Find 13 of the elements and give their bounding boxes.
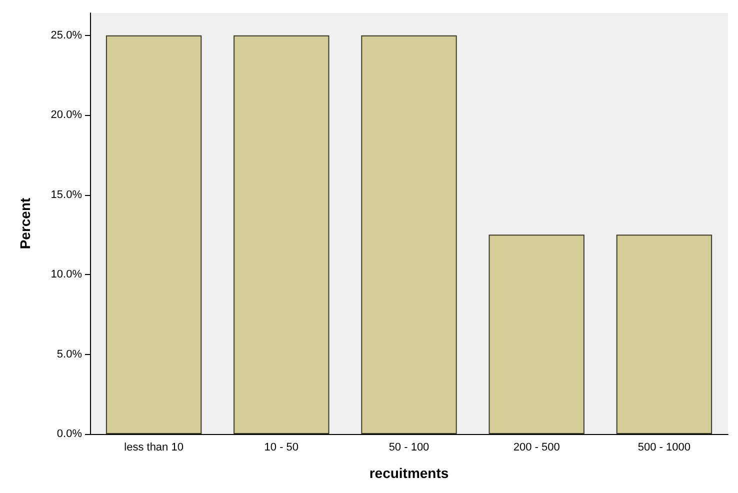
x-tick-label: 200 - 500 [513,442,560,454]
y-axis-title: Percent [17,197,33,250]
y-tick-label: 5.0% [56,348,82,360]
x-tick-label: 10 - 50 [264,442,299,454]
y-tick-label: 25.0% [50,29,82,42]
x-tick-label: 500 - 1000 [638,442,691,454]
x-tick-label: 50 - 100 [388,442,430,454]
x-tick-label: less than 10 [124,442,184,454]
y-tick-label: 0.0% [56,428,82,440]
y-tick-label: 20.0% [50,109,82,122]
y-tick-label: 15.0% [50,188,82,201]
x-axis-title: recuitments [369,465,449,481]
y-tick-label: 10.0% [50,268,82,281]
